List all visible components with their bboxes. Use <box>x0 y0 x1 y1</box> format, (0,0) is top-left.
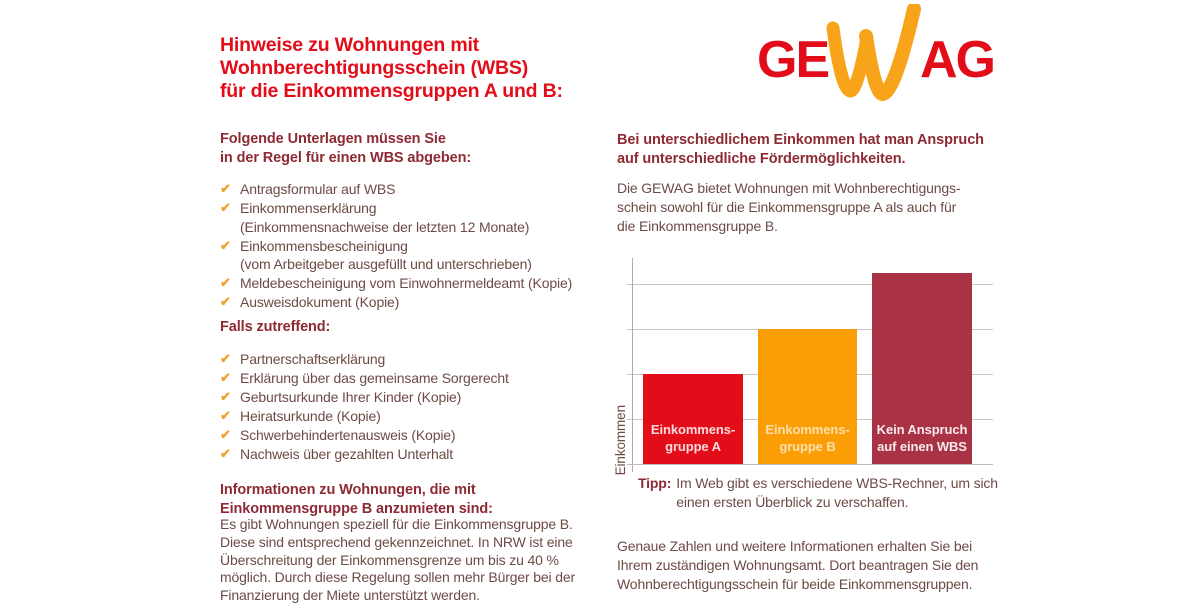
bar-label-group-a: Einkommens- gruppe A <box>643 422 743 455</box>
check-icon: ✔ <box>220 275 231 290</box>
list-item-text: Einkommenserklärung <box>240 200 377 216</box>
heading-line: Folgende Unterlagen müssen Sie <box>220 131 446 147</box>
gewag-logo: GE AG <box>757 4 1002 106</box>
if-applicable-list: ✔ Partnerschaftserklärung ✔ Erklärung üb… <box>220 350 600 464</box>
paragraph-line: Ihrem zuständigen Wohnungsamt. Dort bean… <box>617 557 979 573</box>
check-icon: ✔ <box>220 181 231 196</box>
page-title-line: Wohnberechtigungsschein (WBS) <box>220 57 529 79</box>
check-icon: ✔ <box>220 351 231 366</box>
check-icon: ✔ <box>220 370 231 385</box>
check-icon: ✔ <box>220 408 231 423</box>
check-icon: ✔ <box>220 389 231 404</box>
tip-block: Tipp: Im Web gibt es verschiedene WBS-Re… <box>638 474 998 512</box>
logo-text-ge: GE <box>757 31 830 89</box>
bar-label-line: gruppe B <box>779 438 836 454</box>
bar-label-line: Einkommens- <box>765 422 850 437</box>
list-item-text: Nachweis über gezahlten Unterhalt <box>240 446 453 462</box>
page-title: Hinweise zu Wohnungen mit Wohnberechtigu… <box>220 34 563 103</box>
list-item: ✔ Partnerschaftserklärung <box>220 350 600 369</box>
check-icon: ✔ <box>220 294 231 309</box>
chart-gridline <box>627 284 993 285</box>
page-title-line: für die Einkommensgruppen A und B: <box>220 80 563 102</box>
list-item-text: Geburtsurkunde Ihrer Kinder (Kopie) <box>240 389 462 405</box>
list-item-text: Meldebescheinigung vom Einwohnermeldeamt… <box>240 275 573 291</box>
list-item: ✔ Heiratsurkunde (Kopie) <box>220 407 600 426</box>
check-icon: ✔ <box>220 427 231 442</box>
paragraph-line: schein sowohl für die Einkommensgruppe A… <box>617 199 957 215</box>
paragraph-line: Wohnberechtigungsschein für beide Einkom… <box>617 576 973 592</box>
list-item: ✔ Erklärung über das gemeinsame Sorgerec… <box>220 369 600 388</box>
list-item-text: Heiratsurkunde (Kopie) <box>240 408 381 424</box>
bar-label-line: Einkommens- <box>650 422 736 437</box>
paragraph-line: Überschreitung der Einkommensgrenze um b… <box>220 551 559 568</box>
check-icon: ✔ <box>220 446 231 461</box>
chart-plot: Einkommens- gruppe A Einkommens- gruppe … <box>627 258 993 472</box>
heading-line: Bei unterschiedlichem Einkommen hat man … <box>617 132 984 148</box>
logo-w-swoosh-icon <box>826 4 921 101</box>
check-icon: ✔ <box>220 200 231 215</box>
heading-line: Einkommensgruppe B anzumieten sind: <box>220 501 493 517</box>
required-documents-list: ✔ Antragsformular auf WBS ✔ Einkommenser… <box>220 180 600 312</box>
paragraph-line: möglich. Durch diese Regelung sollen meh… <box>220 569 576 586</box>
chart-y-axis <box>632 258 633 472</box>
paragraph-line: Finanzierung der Miete unterstützt werde… <box>220 587 480 604</box>
bar-label-line: Kein Anspruch <box>876 422 968 437</box>
section-heading-group-b-info: Informationen zu Wohnungen, die mit Eink… <box>220 481 493 519</box>
section-heading-if-applicable: Falls zutreffend: <box>220 319 331 335</box>
list-item: ✔ Schwerbehindertenausweis (Kopie) <box>220 426 600 445</box>
page-title-line: Hinweise zu Wohnungen mit <box>220 34 479 56</box>
paragraph-line: Es gibt Wohnungen speziell für die Einko… <box>220 516 573 532</box>
section-heading-income-claims: Bei unterschiedlichem Einkommen hat man … <box>617 131 984 169</box>
list-item-text: Einkommensbescheinigung <box>240 237 408 254</box>
list-item: ✔ Antragsformular auf WBS <box>220 180 600 199</box>
gewag-offer-paragraph: Die GEWAG bietet Wohnungen mit Wohnberec… <box>617 179 961 236</box>
list-item-text: (Einkommensnachweise der letzten 12 Mona… <box>240 218 530 235</box>
list-item-text: Schwerbehindertenausweis (Kopie) <box>240 427 456 443</box>
check-icon: ✔ <box>220 237 231 253</box>
list-item: ✔ Nachweis über gezahlten Unterhalt <box>220 445 600 464</box>
heading-line: Informationen zu Wohnungen, die mit <box>220 482 476 498</box>
tip-text: Im Web gibt es verschiedene WBS-Rechner,… <box>676 474 998 512</box>
paragraph-line: Genaue Zahlen und weitere Informationen … <box>617 538 973 554</box>
income-bar-chart: Einkommens- gruppe A Einkommens- gruppe … <box>613 252 1000 475</box>
chart-bar: Kein Anspruch auf einen WBS <box>872 272 972 464</box>
list-item-text: Ausweisdokument (Kopie) <box>240 294 400 310</box>
chart-baseline <box>627 464 993 465</box>
bar-label-line: auf einen WBS <box>877 438 967 454</box>
group-b-info-paragraph: Es gibt Wohnungen speziell für die Einko… <box>220 516 575 605</box>
logo-text-ag: AG <box>920 31 996 89</box>
paragraph-line: die Einkommensgruppe B. <box>617 218 778 234</box>
bar-label-group-b: Einkommens- gruppe B <box>758 422 857 455</box>
list-item: ✔ Geburtsurkunde Ihrer Kinder (Kopie) <box>220 388 600 407</box>
paragraph-line: Die GEWAG bietet Wohnungen mit Wohnberec… <box>617 180 961 196</box>
list-item-text: (vom Arbeitgeber ausgefüllt und untersch… <box>240 256 532 272</box>
list-item-text: Antragsformular auf WBS <box>240 181 396 197</box>
housing-office-paragraph: Genaue Zahlen und weitere Informationen … <box>617 537 978 594</box>
tip-line: Im Web gibt es verschiedene WBS-Rechner,… <box>676 475 998 491</box>
tip-label: Tipp: <box>638 475 672 491</box>
list-item: ✔ Meldebescheinigung vom Einwohnermeldea… <box>220 274 600 293</box>
bar-label-line: gruppe A <box>665 438 721 454</box>
list-item-text: Partnerschaftserklärung <box>240 351 386 367</box>
list-item-text: Erklärung über das gemeinsame Sorgerecht <box>240 370 509 386</box>
chart-bar: Einkommens- gruppe B <box>758 329 857 464</box>
heading-line: in der Regel für einen WBS abgeben: <box>220 150 472 166</box>
heading-line: auf unterschiedliche Fördermöglichkeiten… <box>617 151 906 167</box>
tip-line: einen ersten Überblick zu verschaffen. <box>676 494 909 510</box>
list-item: ✔ Ausweisdokument (Kopie) <box>220 293 600 312</box>
section-heading-required-documents: Folgende Unterlagen müssen Sie in der Re… <box>220 130 471 168</box>
list-item: ✔ Einkommensbescheinigung (vom Arbeitgeb… <box>220 237 600 274</box>
chart-bar: Einkommens- gruppe A <box>643 374 743 464</box>
bar-label-no-wbs: Kein Anspruch auf einen WBS <box>872 422 972 455</box>
chart-y-axis-label: Einkommen <box>613 404 628 475</box>
paragraph-line: Diese sind entsprechend gekennzeichnet. … <box>220 533 573 550</box>
list-item: ✔ Einkommenserklärung (Einkommensnachwei… <box>220 199 600 236</box>
